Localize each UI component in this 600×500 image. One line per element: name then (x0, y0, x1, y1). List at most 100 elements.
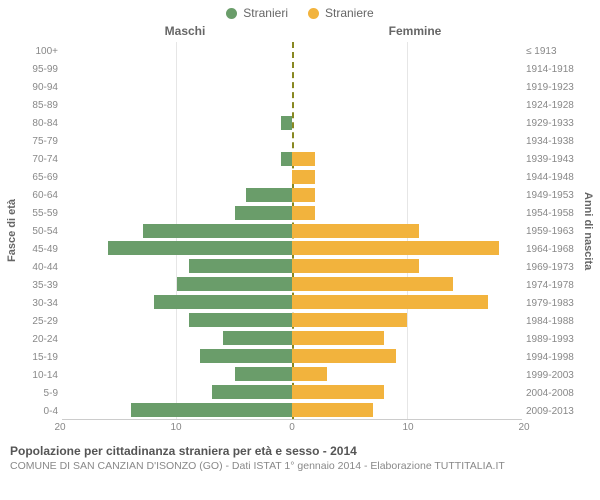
bar-male (200, 349, 292, 363)
legend-item-female: Straniere (308, 6, 374, 20)
birth-year-label: 2009-2013 (522, 402, 580, 420)
bar-male (212, 385, 293, 399)
birth-year-label: 1999-2003 (522, 366, 580, 384)
age-label: 10-14 (20, 366, 62, 384)
bar-male (235, 367, 293, 381)
birth-year-label: 1914-1918 (522, 60, 580, 78)
birth-year-label: 1929-1933 (522, 114, 580, 132)
age-label: 100+ (20, 42, 62, 60)
age-label: 30-34 (20, 294, 62, 312)
birth-year-label: 1949-1953 (522, 186, 580, 204)
bar-female (292, 313, 407, 327)
bar-male (189, 259, 293, 273)
bar-row (62, 186, 522, 204)
age-label: 90-94 (20, 78, 62, 96)
yaxis-right-labels: ≤ 19131914-19181919-19231924-19281929-19… (522, 42, 580, 420)
birth-year-label: 1954-1958 (522, 204, 580, 222)
x-tick: 20 (518, 422, 529, 433)
legend-label-female: Straniere (325, 6, 374, 20)
bar-row (62, 257, 522, 275)
age-label: 75-79 (20, 132, 62, 150)
bar-male (281, 152, 293, 166)
birth-year-label: 1919-1923 (522, 78, 580, 96)
bar-row (62, 347, 522, 365)
legend-swatch-male (226, 8, 237, 19)
bar-male (108, 241, 292, 255)
bar-male (281, 116, 293, 130)
birth-year-label: 1934-1938 (522, 132, 580, 150)
bar-male (223, 331, 292, 345)
bar-female (292, 403, 373, 417)
age-label: 45-49 (20, 240, 62, 258)
bar-row (62, 204, 522, 222)
bar-female (292, 349, 396, 363)
bar-female (292, 188, 315, 202)
birth-year-label: 1984-1988 (522, 312, 580, 330)
x-tick: 20 (54, 422, 65, 433)
legend: Stranieri Straniere (0, 0, 600, 22)
age-label: 50-54 (20, 222, 62, 240)
bar-row (62, 383, 522, 401)
age-label: 5-9 (20, 384, 62, 402)
yaxis-left-labels: 100+95-9990-9485-8980-8475-7970-7465-696… (20, 42, 62, 420)
age-label: 85-89 (20, 96, 62, 114)
plot-area (62, 42, 522, 420)
bar-male (131, 403, 292, 417)
bar-row (62, 365, 522, 383)
bar-female (292, 224, 419, 238)
bar-female (292, 277, 453, 291)
bar-row (62, 168, 522, 186)
age-label: 65-69 (20, 168, 62, 186)
bar-row (62, 239, 522, 257)
column-title-male: Maschi (70, 24, 300, 38)
bar-female (292, 152, 315, 166)
chart-title: Popolazione per cittadinanza straniera p… (10, 444, 590, 458)
bar-row (62, 222, 522, 240)
bar-female (292, 259, 419, 273)
birth-year-label: 2004-2008 (522, 384, 580, 402)
age-label: 40-44 (20, 258, 62, 276)
birth-year-label: 1974-1978 (522, 276, 580, 294)
bar-row (62, 275, 522, 293)
bar-row (62, 60, 522, 78)
bar-female (292, 295, 488, 309)
bar-row (62, 42, 522, 60)
birth-year-label: 1994-1998 (522, 348, 580, 366)
age-label: 15-19 (20, 348, 62, 366)
bar-female (292, 206, 315, 220)
birth-year-label: 1979-1983 (522, 294, 580, 312)
bar-row (62, 78, 522, 96)
legend-label-male: Stranieri (243, 6, 288, 20)
age-label: 0-4 (20, 402, 62, 420)
column-titles: Maschi Femmine (0, 22, 600, 42)
bar-female (292, 385, 384, 399)
bar-male (143, 224, 293, 238)
legend-swatch-female (308, 8, 319, 19)
yaxis-left-title: Fasce di età (4, 42, 20, 420)
age-label: 80-84 (20, 114, 62, 132)
chart-footer: Popolazione per cittadinanza straniera p… (0, 438, 600, 472)
bar-row (62, 329, 522, 347)
x-tick: 10 (402, 422, 413, 433)
x-axis: 201001020 (4, 420, 596, 438)
bar-row (62, 311, 522, 329)
yaxis-right-title: Anni di nascita (580, 42, 596, 420)
age-label: 35-39 (20, 276, 62, 294)
bar-row (62, 132, 522, 150)
bar-female (292, 367, 327, 381)
bar-row (62, 96, 522, 114)
birth-year-label: 1964-1968 (522, 240, 580, 258)
bar-male (177, 277, 292, 291)
birth-year-label: 1969-1973 (522, 258, 580, 276)
column-title-female: Femmine (300, 24, 530, 38)
bar-row (62, 293, 522, 311)
birth-year-label: 1989-1993 (522, 330, 580, 348)
birth-year-label: 1944-1948 (522, 168, 580, 186)
bar-male (189, 313, 293, 327)
x-tick: 10 (170, 422, 181, 433)
birth-year-label: 1959-1963 (522, 222, 580, 240)
age-label: 95-99 (20, 60, 62, 78)
age-label: 70-74 (20, 150, 62, 168)
age-label: 60-64 (20, 186, 62, 204)
birth-year-label: 1924-1928 (522, 96, 580, 114)
